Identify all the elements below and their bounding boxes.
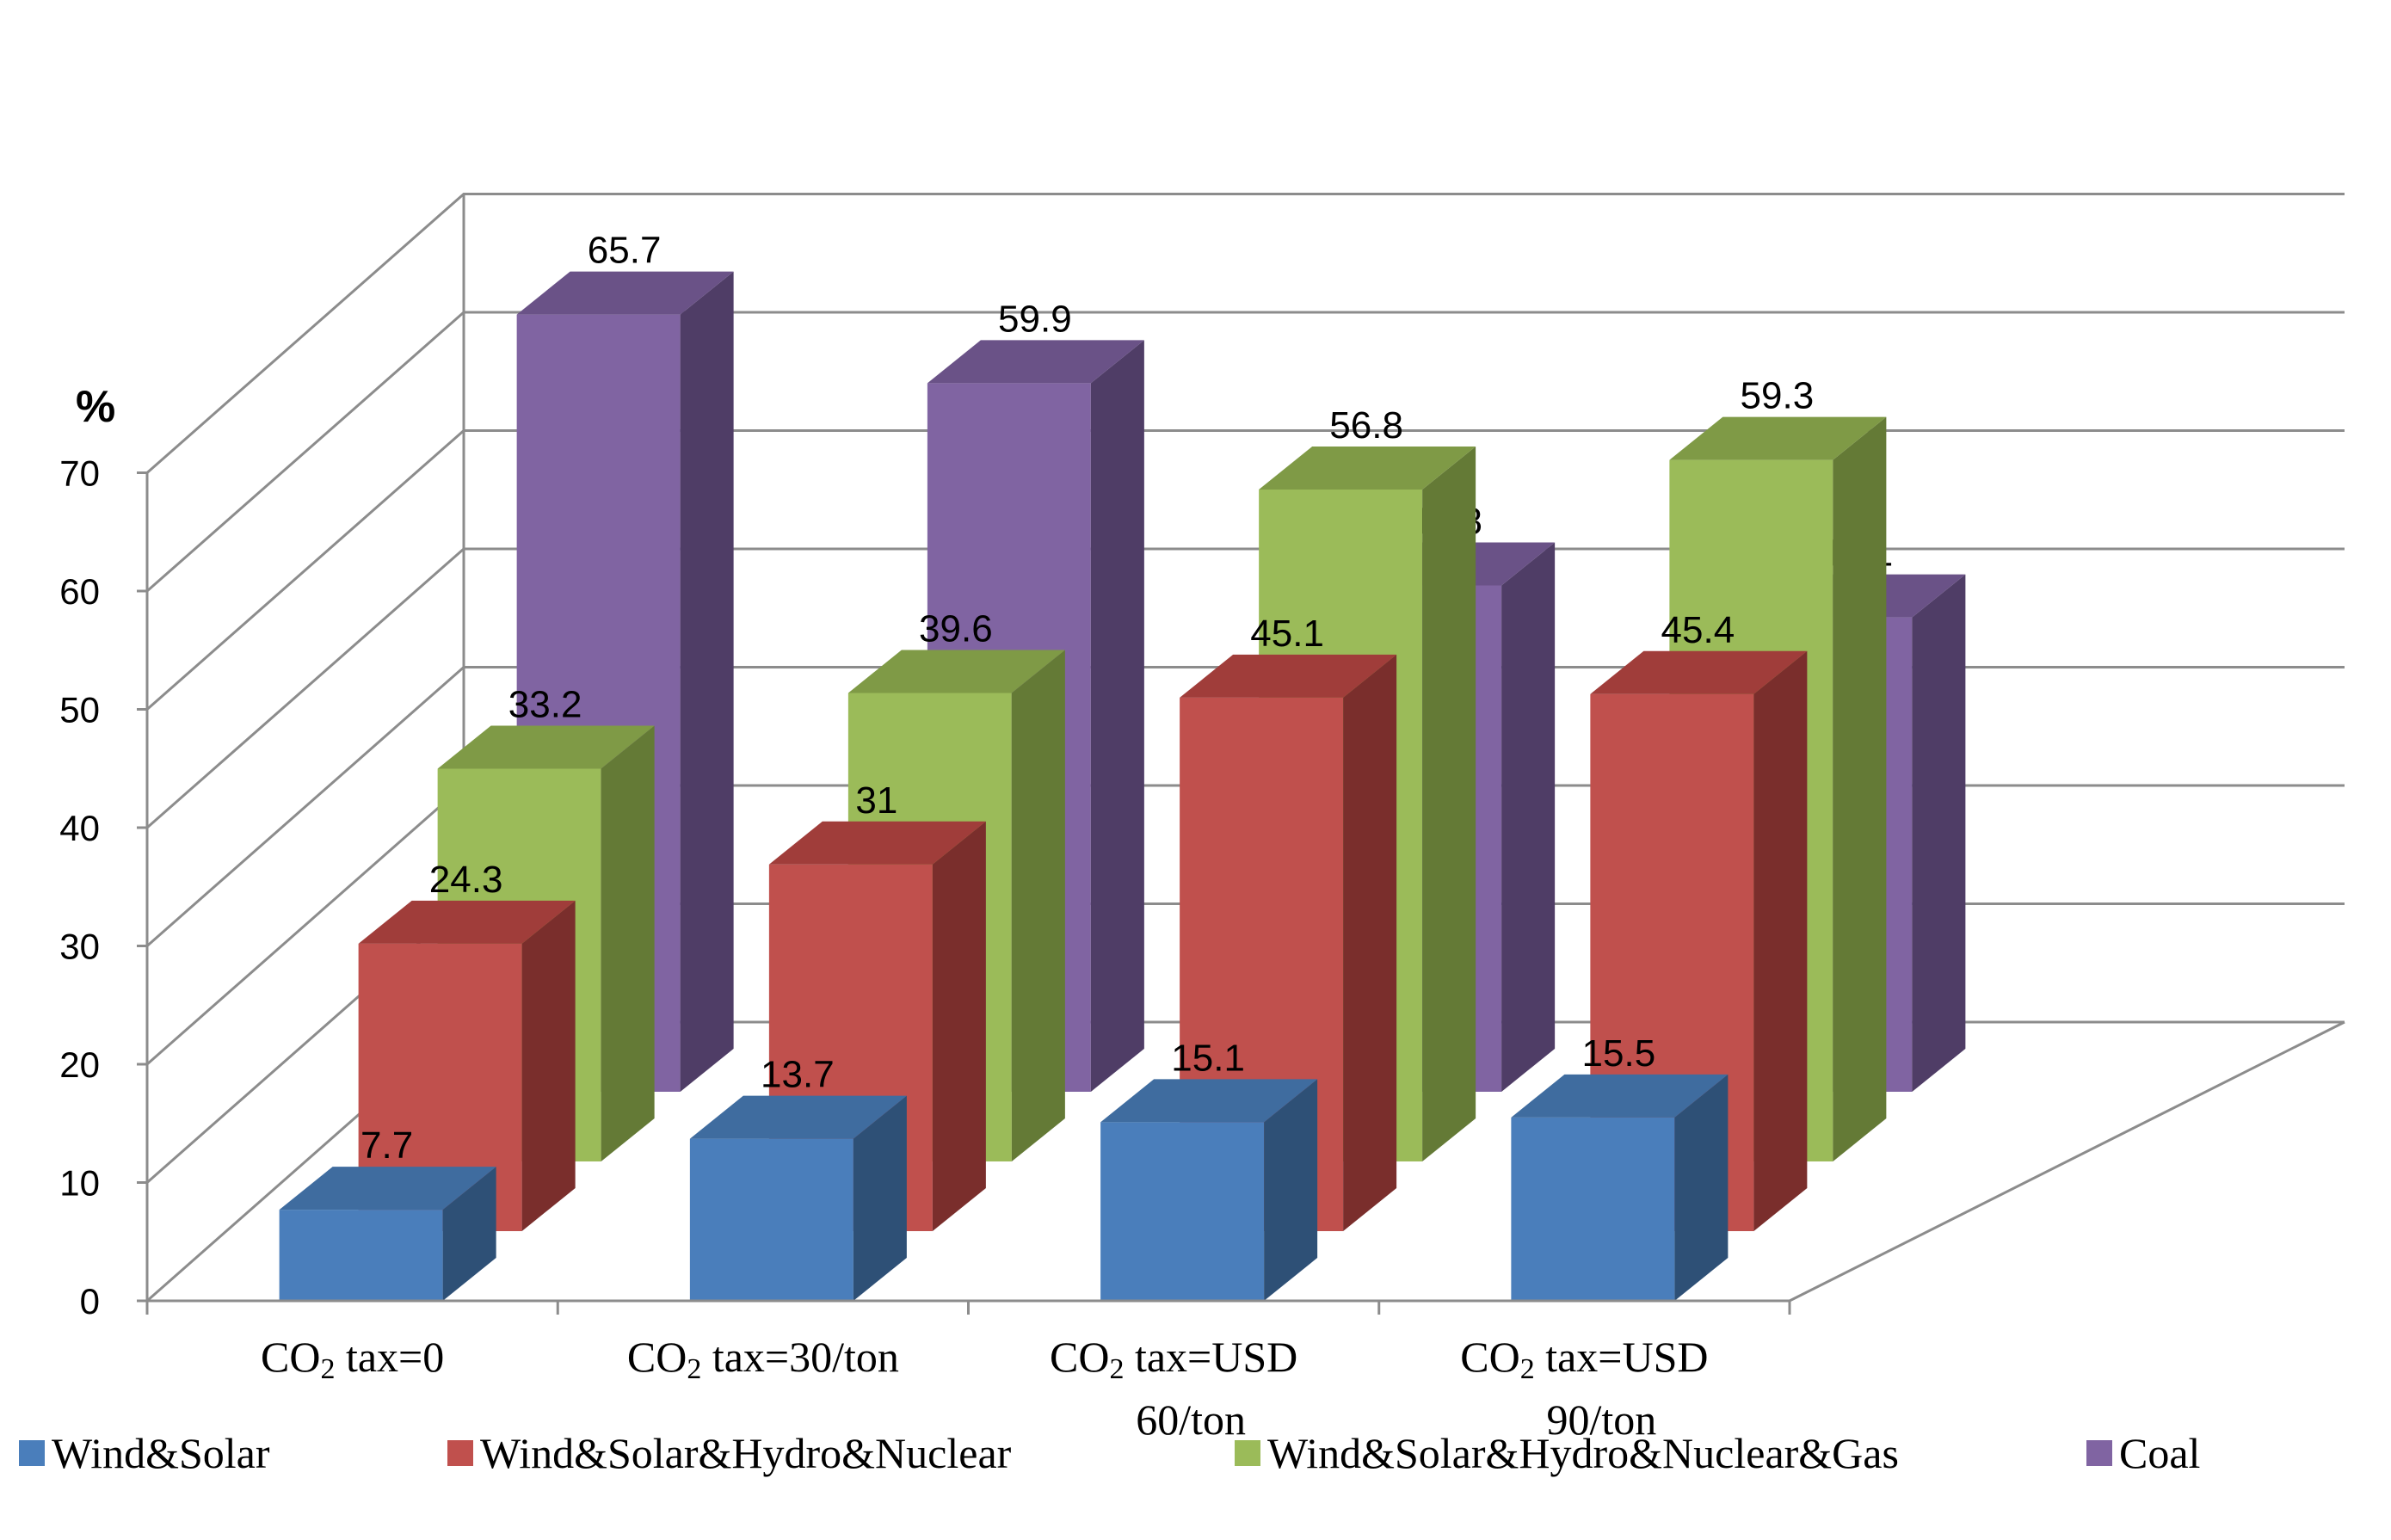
data-label: 7.7 bbox=[360, 1124, 413, 1167]
legend-item-label: Wind&Solar&Hydro&Nuclear bbox=[480, 1429, 1012, 1477]
bar-side bbox=[1090, 340, 1144, 1092]
bar: 24.3 bbox=[358, 859, 576, 1231]
data-label: 45.1 bbox=[1250, 613, 1324, 655]
bar-side bbox=[1674, 1074, 1729, 1301]
x-tick-label: CO2 tax=30/ton bbox=[627, 1333, 899, 1385]
legend-item-label: Wind&Solar bbox=[52, 1429, 270, 1477]
data-label: 31 bbox=[855, 779, 897, 822]
bar-top bbox=[1669, 416, 1887, 460]
chart-walls bbox=[146, 193, 2345, 1303]
bar-side bbox=[1343, 654, 1397, 1231]
bar-side bbox=[521, 900, 576, 1231]
bar-side bbox=[1011, 650, 1065, 1161]
bar-front bbox=[689, 1138, 853, 1301]
bar-side bbox=[1753, 650, 1808, 1231]
bar-top bbox=[1100, 1079, 1318, 1123]
bar-top bbox=[847, 650, 1065, 693]
bar-top bbox=[768, 821, 986, 865]
bar-side bbox=[1422, 447, 1476, 1161]
bar-top bbox=[689, 1095, 907, 1139]
y-tick-label: 40 bbox=[59, 808, 100, 848]
legend-swatch bbox=[2086, 1440, 2112, 1466]
data-label: 33.2 bbox=[508, 684, 582, 726]
x-tick-label: CO2 tax=USD bbox=[1460, 1333, 1708, 1385]
chart-axes: 0 10 20 30 40 50 60 70 CO2 tax=0 CO2 tax=30/ton CO… bbox=[59, 453, 1791, 1444]
bar-side bbox=[1912, 574, 1966, 1092]
bar-top bbox=[1511, 1074, 1729, 1118]
data-label: 65.7 bbox=[588, 230, 662, 272]
data-label: 59.3 bbox=[1741, 375, 1815, 417]
bar-top bbox=[358, 900, 576, 944]
y-axis-label: % bbox=[76, 382, 115, 432]
bar-top bbox=[1180, 654, 1397, 698]
y-tick-label: 50 bbox=[59, 690, 100, 730]
bar: 15.1 bbox=[1100, 1037, 1318, 1301]
data-label: 15.5 bbox=[1582, 1032, 1656, 1075]
bar-side bbox=[1501, 542, 1556, 1092]
legend-item-label: Wind&Solar&Hydro&Nuclear&Gas bbox=[1267, 1429, 1899, 1477]
data-label: 15.1 bbox=[1171, 1037, 1245, 1079]
bar-side bbox=[1264, 1079, 1318, 1301]
bar-front bbox=[279, 1210, 443, 1301]
bar-top bbox=[516, 271, 734, 315]
bar-front bbox=[358, 943, 522, 1231]
bar: 15.5 bbox=[1511, 1032, 1729, 1301]
chart-bars: 65.759.942.840.133.239.656.859.324.33145… bbox=[279, 230, 1966, 1301]
bar-top bbox=[1259, 447, 1476, 490]
data-label: 39.6 bbox=[919, 608, 993, 650]
y-tick-label: 0 bbox=[80, 1281, 100, 1321]
data-label: 56.8 bbox=[1329, 404, 1403, 447]
legend-item-label: Coal bbox=[2119, 1429, 2200, 1477]
bar-side bbox=[601, 725, 655, 1161]
bar-top bbox=[437, 725, 655, 769]
y-tick-label: 70 bbox=[59, 453, 100, 494]
bar-side bbox=[853, 1095, 907, 1301]
bar: 7.7 bbox=[279, 1124, 496, 1301]
bar-top bbox=[279, 1167, 496, 1210]
legend-swatch bbox=[1235, 1440, 1260, 1466]
bar-side bbox=[442, 1167, 496, 1301]
bar-side bbox=[680, 271, 734, 1092]
bar-top bbox=[1590, 650, 1808, 694]
bar: 13.7 bbox=[689, 1054, 907, 1301]
bar-front bbox=[1511, 1117, 1675, 1301]
x-tick-label: CO2 tax=USD bbox=[1050, 1333, 1297, 1385]
bar-top bbox=[927, 340, 1144, 384]
y-tick-label: 30 bbox=[59, 927, 100, 967]
y-tick-label: 60 bbox=[59, 571, 100, 612]
y-tick-label: 10 bbox=[59, 1163, 100, 1204]
x-tick-label-line2: 60/ton bbox=[1136, 1395, 1246, 1444]
legend: Wind&Solar Wind&Solar&Hydro&Nuclear Wind&S… bbox=[19, 1429, 2200, 1477]
data-label: 24.3 bbox=[429, 859, 503, 901]
x-tick-label: CO2 tax=0 bbox=[261, 1333, 444, 1385]
legend-swatch bbox=[19, 1440, 45, 1466]
bar-side bbox=[1833, 416, 1887, 1161]
bar-front bbox=[1100, 1122, 1265, 1301]
data-label: 45.4 bbox=[1661, 609, 1735, 651]
data-label: 13.7 bbox=[761, 1054, 835, 1096]
legend-swatch bbox=[447, 1440, 473, 1466]
bar-side bbox=[932, 821, 986, 1231]
data-label: 59.9 bbox=[998, 298, 1072, 340]
y-tick-label: 20 bbox=[59, 1044, 100, 1085]
x-tick-label-line2: 90/ton bbox=[1546, 1395, 1656, 1444]
